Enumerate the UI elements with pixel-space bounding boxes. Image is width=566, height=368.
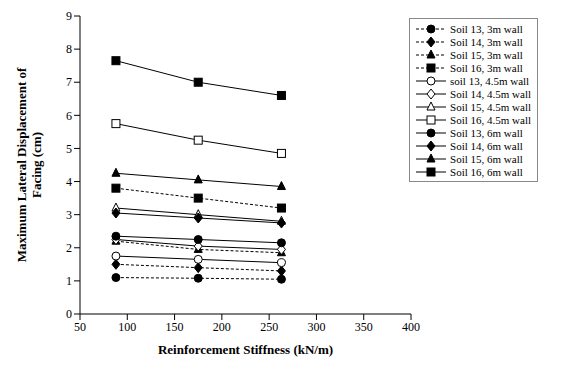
html-text:Soil 13, 6m wall: Soil 13, 6m wall: [450, 126, 523, 139]
svg-text:Reinforcement Stiffness (kN/m): Reinforcement Stiffness (kN/m): [158, 342, 333, 357]
html-text:Soil 16, 4.5m wall: Soil 16, 4.5m wall: [450, 113, 531, 126]
html-text:Soil 15, 6m wall: Soil 15, 6m wall: [450, 152, 523, 165]
svg-text:100: 100: [118, 320, 136, 334]
svg-text:400: 400: [402, 320, 420, 334]
svg-text:9: 9: [66, 9, 72, 23]
html-text:Soil 16, 3m wall: Soil 16, 3m wall: [450, 61, 523, 74]
svg-text:Maximum Lateral Displacement o: Maximum Lateral Displacement ofFacing (c…: [14, 67, 44, 262]
svg-text:1: 1: [66, 274, 72, 288]
html-text:soil 13, 4.5m wall: soil 13, 4.5m wall: [450, 74, 530, 87]
svg-text:7: 7: [66, 75, 72, 89]
html-text:Soil 13, 3m wall: Soil 13, 3m wall: [450, 22, 523, 35]
svg-text:250: 250: [260, 320, 278, 334]
svg-text:5: 5: [66, 142, 72, 156]
html-text:Soil 14, 4.5m wall: Soil 14, 4.5m wall: [450, 87, 531, 100]
html-text:Soil 15, 3m wall: Soil 15, 3m wall: [450, 48, 523, 61]
svg-text:300: 300: [307, 320, 325, 334]
svg-text:8: 8: [66, 42, 72, 56]
svg-text:200: 200: [213, 320, 231, 334]
html-text:Soil 15, 4.5m wall: Soil 15, 4.5m wall: [450, 100, 531, 113]
svg-text:4: 4: [66, 175, 72, 189]
html-text:Soil 16, 6m wall: Soil 16, 6m wall: [450, 165, 523, 178]
svg-text:3: 3: [66, 208, 72, 222]
svg-text:150: 150: [166, 320, 184, 334]
svg-text:350: 350: [355, 320, 373, 334]
svg-text:0: 0: [66, 307, 72, 321]
html-text:Soil 14, 3m wall: Soil 14, 3m wall: [450, 35, 523, 48]
html-text:Soil 14, 6m wall: Soil 14, 6m wall: [450, 139, 523, 152]
svg-text:6: 6: [66, 109, 72, 123]
svg-text:2: 2: [66, 241, 72, 255]
svg-text:50: 50: [74, 320, 86, 334]
